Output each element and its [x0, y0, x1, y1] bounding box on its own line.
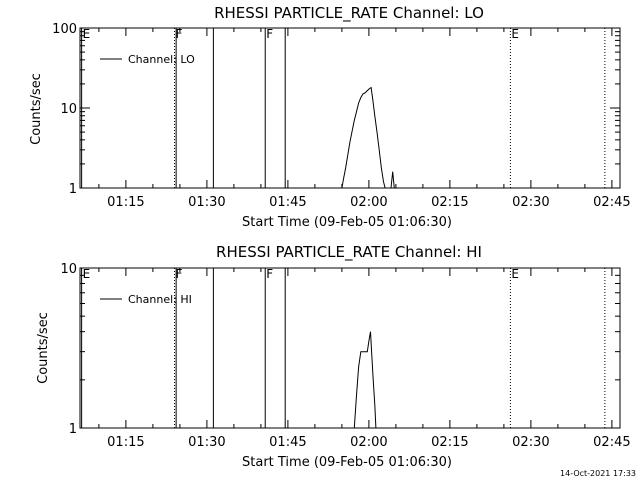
x-axis-label-hi: Start Time (09-Feb-05 01:06:30) [242, 455, 452, 470]
event-marker-label-hi: F [176, 267, 183, 281]
panel-lo: RHESSI PARTICLE_RATE Channel: LO Counts/… [29, 4, 631, 230]
x-tick-label-lo: 02:00 [350, 195, 387, 210]
event-marker-label-hi: E [511, 267, 519, 281]
series-line-hi [353, 331, 377, 429]
event-marker-label-lo: E [511, 27, 519, 41]
plot-frame-hi [79, 267, 621, 429]
footer-timestamp: 14-Oct-2021 17:33 [560, 469, 636, 478]
plot-frame-lo [79, 27, 621, 189]
x-tick-label-hi: 01:15 [107, 435, 144, 450]
x-tick-label-lo: 01:45 [269, 195, 306, 210]
legend-label-lo: Channel: LO [128, 53, 195, 66]
x-tick-label-hi: 02:45 [593, 435, 630, 450]
plot-area-hi: 01:15 01:30 01:45 02:00 02:15 02:30 02:45 1 10 E F… [60, 262, 630, 450]
panel-hi: RHESSI PARTICLE_RATE Channel: HI Counts/… [36, 243, 631, 470]
y-tick-label-lo: 10 [60, 102, 77, 117]
event-marker-label-lo: E [83, 27, 91, 41]
y-tick-label-lo: 100 [52, 22, 77, 37]
x-tick-label-hi: 02:30 [512, 435, 549, 450]
x-tick-label-hi: 01:45 [269, 435, 306, 450]
x-tick-label-lo: 02:15 [431, 195, 468, 210]
y-tick-label-hi: 10 [60, 262, 77, 277]
event-marker-label-hi: F [266, 267, 273, 281]
chart-title-hi: RHESSI PARTICLE_RATE Channel: HI [216, 243, 482, 262]
y-tick-label-hi: 1 [69, 422, 77, 437]
event-marker-label-hi: E [83, 267, 91, 281]
event-marker-label-lo: F [176, 27, 183, 41]
x-axis-label-lo: Start Time (09-Feb-05 01:06:30) [242, 215, 452, 230]
chart-title-lo: RHESSI PARTICLE_RATE Channel: LO [214, 4, 484, 23]
series-line-lo [341, 86, 386, 189]
legend-label-hi: Channel: HI [128, 293, 192, 306]
series-line-lo [390, 171, 395, 189]
y-axis-label-lo: Counts/sec [29, 73, 44, 145]
x-tick-label-lo: 02:30 [512, 195, 549, 210]
y-axis-label-hi: Counts/sec [36, 312, 51, 384]
plot-area-lo: 01:15 01:30 01:45 02:00 02:15 02:30 02:45 1 10 10… [52, 22, 630, 210]
x-tick-label-lo: 01:15 [107, 195, 144, 210]
x-tick-label-hi: 02:15 [431, 435, 468, 450]
x-tick-label-lo: 01:30 [188, 195, 225, 210]
y-tick-label-lo: 1 [69, 182, 77, 197]
event-marker-label-lo: F [266, 27, 273, 41]
x-tick-label-hi: 02:00 [350, 435, 387, 450]
x-tick-label-hi: 01:30 [188, 435, 225, 450]
x-tick-label-lo: 02:45 [593, 195, 630, 210]
